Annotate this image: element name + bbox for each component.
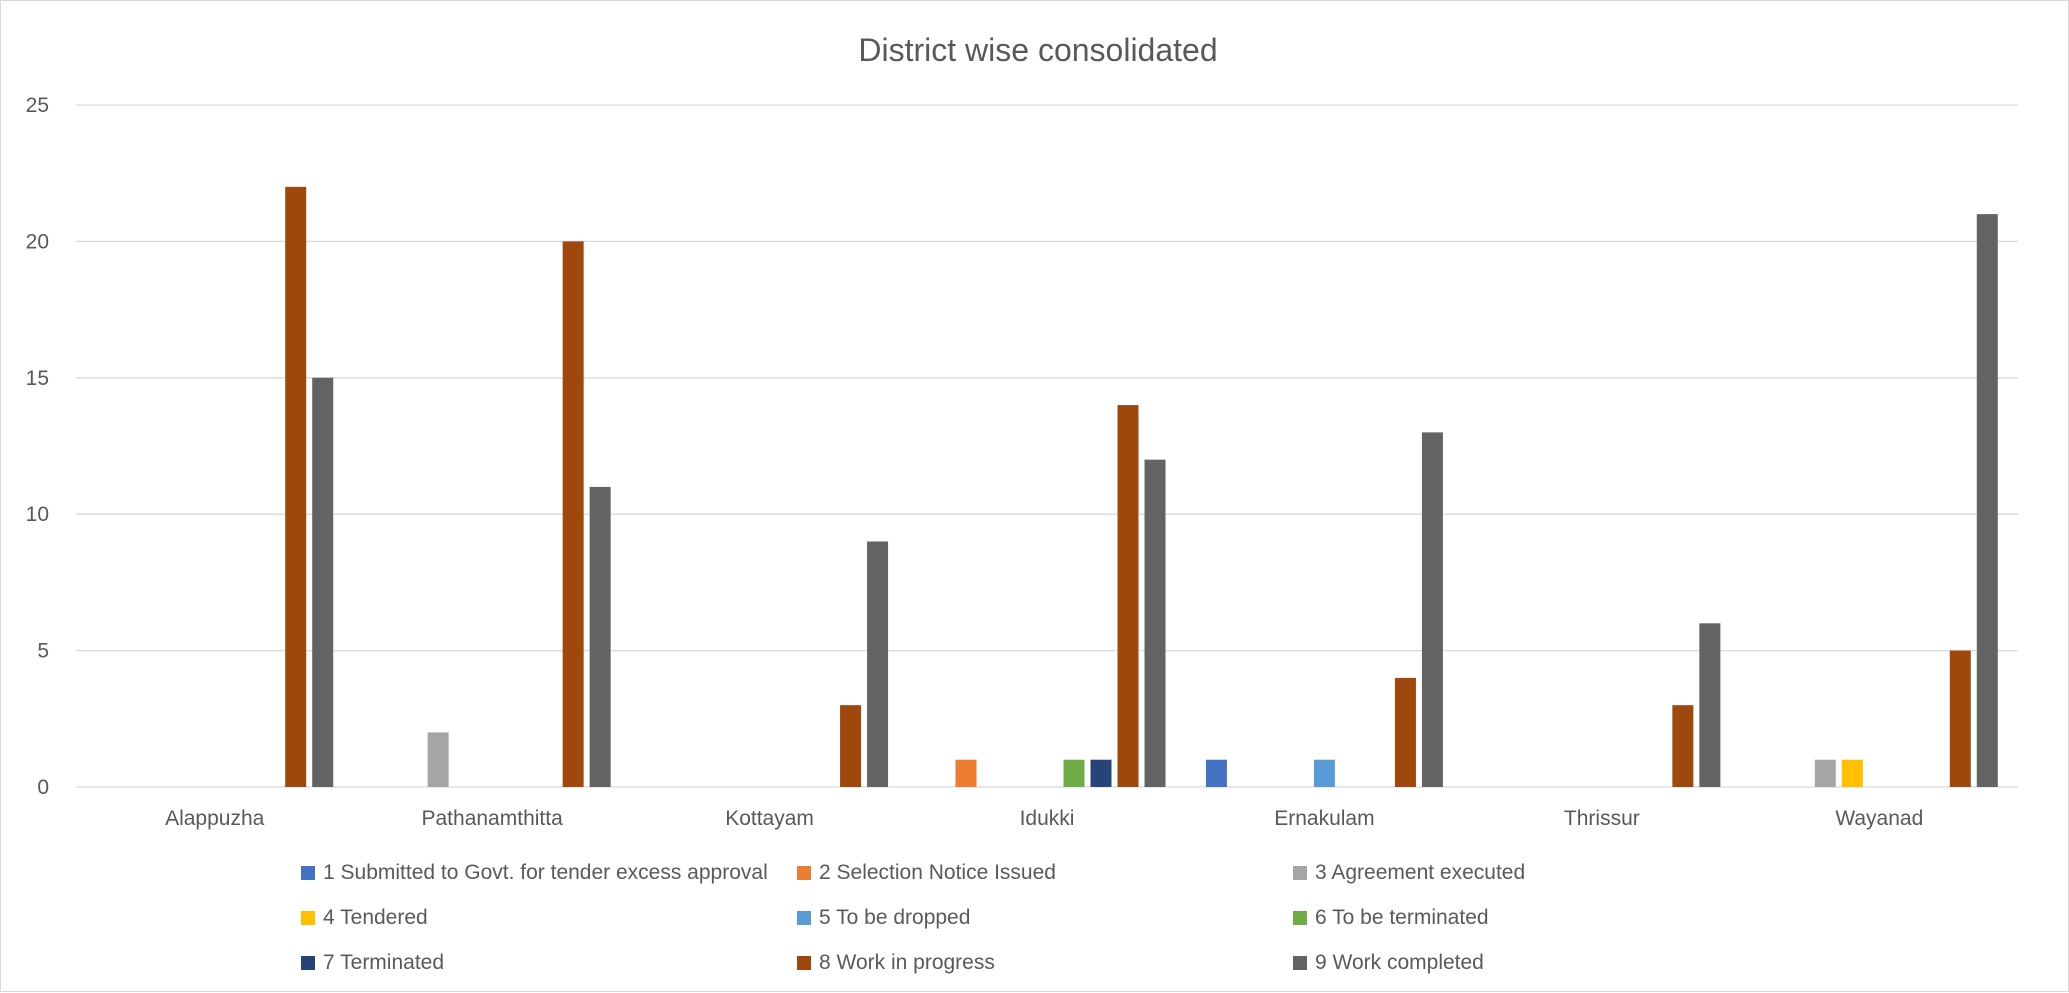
legend-swatch: [1293, 865, 1307, 880]
y-axis-ticks: 0 5 10 15 20 25: [26, 94, 49, 799]
legend-label: 1 Submitted to Govt. for tender excess a…: [323, 860, 768, 884]
x-tick-label: Pathanamthitta: [422, 807, 564, 830]
bar: [589, 486, 611, 787]
y-tick-label: 10: [26, 503, 49, 526]
legend-label: 4 Tendered: [323, 905, 428, 929]
bar: [1394, 677, 1416, 787]
bar: [1090, 759, 1112, 787]
x-axis-ticks: Alappuzha Pathanamthitta Kottayam Idukki Ern…: [165, 807, 1923, 830]
legend-label: 7 Terminated: [323, 950, 445, 974]
legend-swatch: [797, 955, 811, 970]
bar: [840, 705, 862, 787]
bar: [1814, 759, 1836, 787]
x-tick-label: Idukki: [1020, 807, 1075, 830]
legend-swatch: [301, 955, 315, 970]
x-tick-label: Kottayam: [725, 807, 814, 830]
legend-item: 9 Work completed: [1293, 947, 1789, 978]
y-tick-label: 5: [37, 640, 49, 663]
legend-swatch: [1293, 955, 1307, 970]
gridlines: [76, 104, 2018, 788]
legend-item: 5 To be dropped: [797, 902, 1293, 933]
y-tick-label: 0: [37, 776, 49, 799]
x-tick-label: Thrissur: [1564, 807, 1640, 830]
legend-label: 6 To be terminated: [1315, 905, 1489, 929]
legend-swatch: [797, 910, 811, 925]
legend-item: 4 Tendered: [301, 902, 797, 933]
legend-label: 5 To be dropped: [819, 905, 971, 929]
bar: [427, 732, 449, 787]
legend-item: 8 Work in progress: [797, 947, 1293, 978]
bar: [1117, 405, 1139, 787]
legend-item: 2 Selection Notice Issued: [797, 857, 1293, 888]
x-tick-label: Wayanad: [1835, 807, 1923, 830]
legend-item: 3 Agreement executed: [1293, 857, 1789, 888]
legend-item: 6 To be terminated: [1293, 902, 1789, 933]
bar: [1841, 759, 1863, 787]
y-tick-label: 20: [26, 230, 49, 253]
y-tick-label: 25: [26, 94, 49, 117]
legend-label: 3 Agreement executed: [1315, 860, 1526, 884]
bars: [285, 186, 1998, 788]
bar: [285, 186, 307, 788]
y-tick-label: 15: [26, 367, 49, 390]
legend-swatch: [1293, 910, 1307, 925]
legend-item: 7 Terminated: [301, 947, 797, 978]
legend-swatch: [301, 865, 315, 880]
chart-title: District wise consolidated: [858, 32, 1217, 68]
bar: [1699, 623, 1721, 787]
bar: [955, 759, 977, 787]
bar: [562, 241, 584, 787]
bar: [1949, 650, 1971, 787]
legend-label: 8 Work in progress: [819, 950, 995, 974]
bar: [1063, 759, 1085, 787]
bar: [867, 541, 889, 787]
legend: 1 Submitted to Govt. for tender excess a…: [301, 857, 1801, 978]
bar: [1672, 705, 1694, 787]
bar: [1144, 459, 1166, 787]
legend-item: 1 Submitted to Govt. for tender excess a…: [301, 857, 797, 888]
legend-swatch: [797, 865, 811, 880]
bar: [1976, 214, 1998, 787]
x-tick-label: Alappuzha: [165, 807, 265, 830]
bar: [312, 377, 334, 787]
x-tick-label: Ernakulam: [1274, 807, 1374, 830]
legend-label: 2 Selection Notice Issued: [819, 860, 1056, 884]
bar: [1421, 432, 1443, 787]
bar: [1313, 759, 1335, 787]
legend-label: 9 Work completed: [1315, 950, 1484, 974]
bar: [1205, 759, 1227, 787]
legend-swatch: [301, 910, 315, 925]
